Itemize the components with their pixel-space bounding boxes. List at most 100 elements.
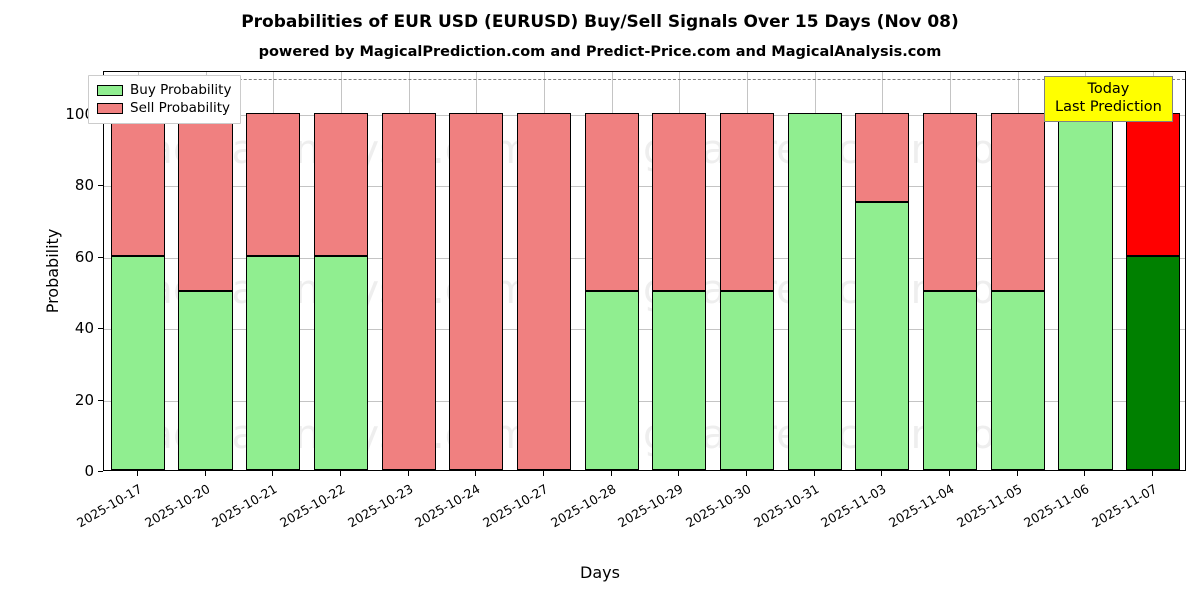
today-annotation: Today Last Prediction [1044,76,1173,122]
x-axis-tick-label: 2025-11-06 [1021,481,1092,531]
x-axis-tick-label: 2025-10-21 [209,481,280,531]
bar-stack[interactable] [449,112,504,470]
y-axis-tick [98,256,103,258]
x-axis-label: Days [580,563,620,582]
bar-stack[interactable] [1126,112,1181,470]
legend-swatch-sell [97,102,123,114]
bar-stack[interactable] [584,112,639,470]
bar-segment-sell[interactable] [855,112,910,203]
x-axis-tick [272,471,274,476]
bar-stack[interactable] [652,112,707,470]
bar-segment-buy[interactable] [923,291,978,470]
bar-segment-sell[interactable] [313,112,368,256]
bar-stack[interactable] [923,112,978,470]
gridline-horizontal [104,257,1185,259]
y-axis-label: Probability [42,228,62,314]
x-axis-tick-label: 2025-10-20 [141,481,213,531]
plot-inner: MagicalAnalysis.comMagicalPrediction.com… [104,72,1185,470]
y-axis-tick-label: 0 [84,462,94,480]
y-axis-tick [98,328,103,330]
bar-stack[interactable] [855,112,910,470]
legend-swatch-buy [97,84,123,96]
x-axis-tick [813,471,815,476]
plot-area: MagicalAnalysis.comMagicalPrediction.com… [103,71,1186,471]
bar-segment-sell[interactable] [652,112,707,292]
bar-segment-buy[interactable] [246,255,301,470]
y-axis-tick-label: 80 [74,176,94,195]
bar-stack[interactable] [719,112,775,470]
x-axis-tick [746,471,748,476]
bar-segment-sell[interactable] [719,112,775,292]
bar-stack[interactable] [246,112,301,470]
bar-stack[interactable] [381,112,436,470]
bar-segment-buy[interactable] [719,291,775,470]
bar-segment-buy[interactable] [990,291,1045,470]
x-axis-tick [1084,471,1086,476]
x-axis-tick-label: 2025-11-04 [886,481,957,531]
gridline-horizontal [104,329,1185,331]
bar-stack[interactable] [313,112,368,470]
x-axis-tick-label: 2025-11-03 [818,481,889,531]
today-annotation-line2: Last Prediction [1055,99,1162,115]
y-axis-tick [98,399,103,401]
bar-segment-buy[interactable] [178,291,233,470]
bar-stack[interactable] [178,112,233,470]
bar-segment-sell[interactable] [516,112,572,470]
bar-stack[interactable] [516,112,572,470]
x-axis-tick [204,471,206,476]
x-axis-tick-label: 2025-11-07 [1089,481,1160,531]
x-axis-tick [1016,471,1018,476]
bar-stack[interactable] [990,112,1045,470]
y-axis-tick-label: 100 [65,104,94,123]
bar-segment-sell[interactable] [246,112,301,256]
bar-segment-sell[interactable] [584,112,639,292]
reference-line [104,79,1185,81]
x-axis-tick [407,471,409,476]
bar-segment-sell[interactable] [110,112,165,256]
y-axis-tick-label: 40 [74,319,94,338]
legend-label-buy: Buy Probability [130,82,232,98]
bar-stack[interactable] [787,112,842,470]
x-axis-tick [136,471,138,476]
chart-subtitle: powered by MagicalPrediction.com and Pre… [258,44,942,60]
y-axis-label-wrap: Probability [18,71,62,471]
today-annotation-line1: Today [1087,81,1130,97]
x-axis-tick [881,471,883,476]
bar-segment-buy[interactable] [313,255,368,470]
x-axis-tick-label: 2025-11-05 [953,481,1025,531]
x-axis-tick [678,471,680,476]
bar-segment-sell[interactable] [449,112,504,470]
x-axis-tick [610,471,612,476]
x-axis-tick-label: 2025-10-29 [615,481,686,531]
bar-segment-buy[interactable] [787,112,842,470]
gridline-horizontal [104,114,1185,116]
bar-segment-buy[interactable] [1058,112,1113,470]
bar-segment-buy[interactable] [584,291,639,470]
bar-segment-buy[interactable] [1126,255,1181,470]
legend-item-sell: Sell Probability [97,99,231,117]
x-axis-tick [339,471,341,476]
bar-segment-sell[interactable] [1126,112,1181,256]
bar-segment-buy[interactable] [652,291,707,470]
bar-segment-sell[interactable] [178,112,233,292]
y-axis-tick [98,471,103,472]
x-axis-tick [542,471,544,476]
bar-stack[interactable] [1058,112,1113,470]
gridline-horizontal [104,186,1185,188]
bar-segment-sell[interactable] [923,112,978,292]
bar-segment-buy[interactable] [110,255,165,470]
x-axis-tick [475,471,477,476]
bar-stack[interactable] [110,112,165,470]
x-axis-tick-label: 2025-10-22 [276,481,348,531]
bar-segment-sell[interactable] [381,112,436,470]
x-axis-tick-label: 2025-10-23 [344,481,416,531]
bar-segment-sell[interactable] [990,112,1045,292]
x-axis-tick-label: 2025-10-27 [480,481,551,531]
x-axis-tick-label: 2025-10-17 [73,481,145,531]
x-axis-tick-label: 2025-10-24 [412,481,483,531]
x-axis-tick [1152,471,1154,476]
y-axis-tick-label: 60 [74,247,94,266]
bar-segment-buy[interactable] [855,202,910,470]
y-axis-tick-label: 20 [74,390,94,409]
